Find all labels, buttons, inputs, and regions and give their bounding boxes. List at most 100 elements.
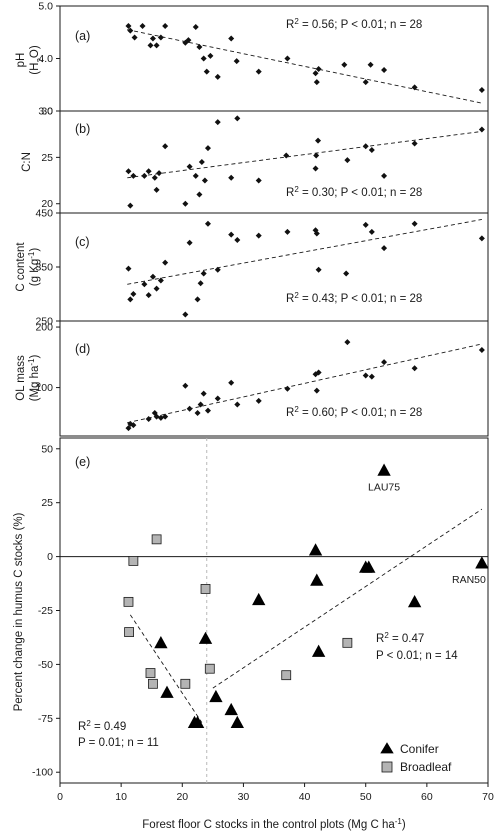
- data-point: [125, 22, 132, 29]
- panel-d-ylabel-unit: (Mg ha-1): [27, 354, 42, 401]
- data-point: [315, 266, 322, 273]
- data-point: [201, 177, 208, 184]
- data-point: [234, 237, 241, 243]
- data-point: [153, 285, 160, 292]
- legend-broadleaf-label: Broadleaf: [400, 760, 452, 774]
- data-point: [131, 34, 138, 41]
- data-point: [313, 79, 320, 86]
- panel-e: (e) Percent change in humus C stocks (%)…: [13, 437, 494, 803]
- data-point: [182, 200, 189, 207]
- data-point: [130, 291, 137, 297]
- data-point: [182, 382, 189, 389]
- data-point: [151, 174, 158, 181]
- x-tick-label: 10: [115, 791, 127, 803]
- data-point: [194, 410, 201, 416]
- data-point: [207, 52, 214, 59]
- conifer-point: [407, 595, 422, 608]
- broadleaf-point: [281, 670, 292, 681]
- data-point: [367, 61, 374, 68]
- panel-c-fit-line: [127, 219, 482, 285]
- panel-a: (a) R2 = 0.56; P < 0.01; n = 28 pH (H2O)…: [15, 1, 489, 118]
- data-point: [157, 34, 164, 41]
- panel-c-stats: R2 = 0.43; P < 0.01; n = 28: [286, 291, 422, 306]
- panel-b-fit-line: [127, 130, 482, 179]
- panel-b-ylabel: C:N: [21, 152, 33, 172]
- data-point: [313, 230, 320, 237]
- panel-e-label: (e): [75, 455, 90, 469]
- pe-ytick-label: -50: [38, 659, 53, 671]
- panel-d-fit-line: [127, 343, 482, 424]
- broadleaf-point: [200, 584, 211, 594]
- data-point: [204, 220, 211, 227]
- data-point: [197, 401, 204, 408]
- x-tick-label: 40: [299, 791, 311, 803]
- panel-d-label: (d): [75, 342, 90, 356]
- data-point: [228, 379, 235, 386]
- legend: Conifer Broadleaf: [380, 742, 452, 774]
- data-point: [228, 174, 235, 181]
- conifer-point: [224, 702, 238, 716]
- data-point: [283, 152, 290, 159]
- panel-e-ylabel: Percent change in humus C stocks (%): [13, 512, 25, 711]
- panel-a-frame: [59, 5, 489, 112]
- data-point: [204, 407, 211, 414]
- data-point: [344, 157, 351, 164]
- pd-ytick-label: 200: [35, 322, 53, 334]
- broadleaf-point: [124, 627, 134, 637]
- x-tick-label: 50: [360, 791, 372, 803]
- conifer-point: [475, 556, 489, 569]
- panel-e-fit-line-conifer-region: [212, 508, 483, 689]
- data-point: [381, 67, 388, 74]
- panel-c-frame: [59, 212, 489, 322]
- panel-c: (c) R2 = 0.43; P < 0.01; n = 28 C conten…: [15, 208, 489, 328]
- data-point: [198, 159, 205, 165]
- data-point: [186, 239, 193, 246]
- pc-ytick-label: 350: [35, 262, 53, 274]
- data-point: [284, 55, 291, 62]
- data-point: [381, 359, 388, 366]
- data-point: [139, 22, 146, 29]
- broadleaf-point: [128, 556, 139, 566]
- panel-a-fit-line: [127, 29, 482, 104]
- conifer-point: [362, 560, 376, 573]
- data-point: [162, 259, 169, 266]
- panel-c-ylabel-unit: (g Kg-1): [27, 248, 42, 287]
- pe-ytick-label: 50: [41, 443, 53, 455]
- data-point: [149, 273, 156, 280]
- panel-b-label: (b): [75, 122, 90, 136]
- legend-broadleaf-marker: [381, 761, 393, 773]
- data-point: [255, 68, 262, 75]
- data-point: [312, 70, 319, 77]
- data-point: [145, 416, 152, 423]
- panel-d-ylabel: OL mass: [15, 355, 27, 401]
- broadleaf-point: [148, 678, 158, 689]
- data-point: [234, 401, 241, 408]
- data-point: [125, 265, 132, 272]
- data-point: [315, 369, 322, 376]
- broadleaf-point: [123, 596, 134, 607]
- panel-a-label: (a): [75, 29, 90, 43]
- data-point: [228, 231, 235, 238]
- data-point: [381, 172, 388, 179]
- data-point: [313, 387, 320, 394]
- conifer-point: [252, 592, 266, 606]
- data-point: [156, 170, 163, 177]
- panel-a-ylabel: pH: [15, 53, 27, 68]
- x-tick-label: 60: [421, 791, 433, 803]
- data-point: [130, 422, 137, 429]
- data-point: [192, 172, 199, 179]
- panel-b-stats: R2 = 0.30; P < 0.01; n = 28: [286, 185, 422, 200]
- data-point: [185, 37, 192, 44]
- data-point: [312, 165, 319, 172]
- data-point: [362, 79, 369, 86]
- data-point: [186, 163, 193, 170]
- data-point: [204, 145, 211, 152]
- annotation-lau75: LAU75: [368, 481, 400, 493]
- pa-ytick-label: 3.0: [38, 106, 53, 118]
- pe-ytick-label: -100: [32, 767, 53, 779]
- series-broadleaf: [123, 534, 353, 689]
- pa-ytick-label: 5.0: [38, 1, 53, 13]
- data-point: [127, 296, 134, 303]
- data-point: [313, 152, 320, 159]
